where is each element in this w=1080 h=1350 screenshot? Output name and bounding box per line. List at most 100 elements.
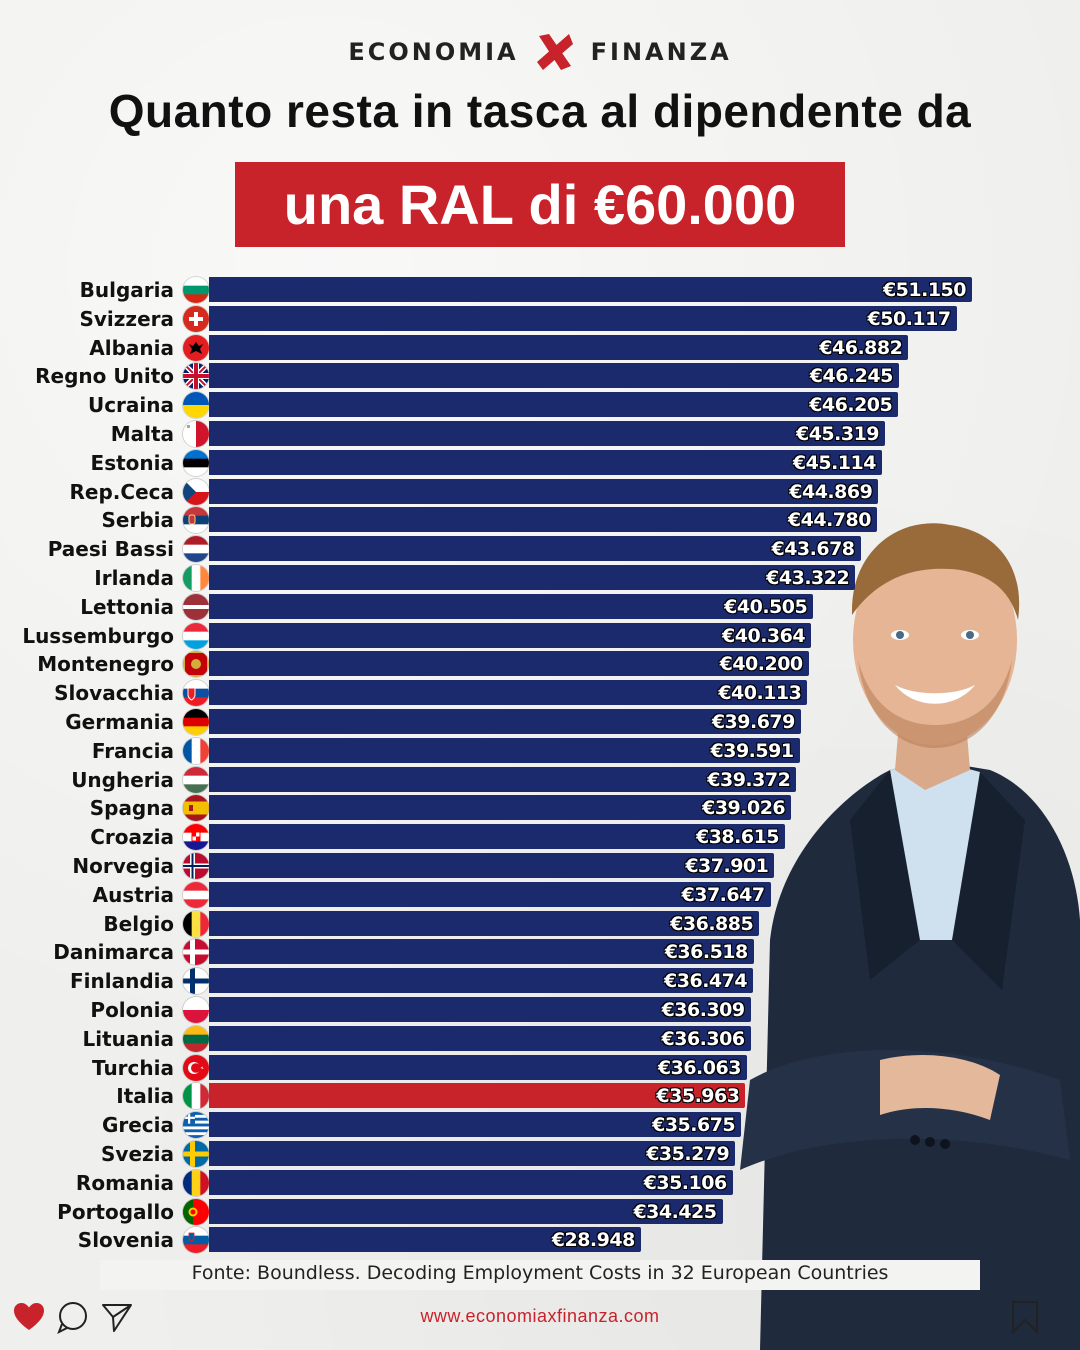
bar [209,997,751,1022]
country-label: Ucraina [87,393,174,418]
value-label: €43.678 [771,538,855,561]
highlight-banner: una RAL di €60.000 [235,162,845,247]
bar [209,622,812,648]
value-label: €36.306 [661,1027,746,1050]
country-label: Serbia [101,508,175,533]
value-label: €39.372 [707,768,791,791]
bar [209,939,754,965]
value-label: €46.245 [809,365,894,388]
country-label: Belgio [103,911,174,936]
country-label: Turchia [92,1055,174,1080]
value-label: €40.364 [722,624,806,647]
finland-flag-icon [183,968,209,995]
bar [209,680,808,706]
bar-row: Serbia €44.780 [0,506,1080,534]
bar-row: Estonia €45.114 [0,449,1080,477]
value-label: €37.647 [681,883,766,906]
bar [209,709,801,734]
brand-right: FINANZA [590,38,732,66]
value-label: €51.150 [882,279,967,301]
country-label: Paesi Bassi [47,537,174,562]
businessman-image [740,523,1080,1350]
country-label: Lettonia [80,594,174,619]
value-label: €36.309 [661,999,746,1021]
bar [209,853,775,878]
bar [209,737,800,763]
value-label: €40.113 [718,682,802,705]
country-label: Lussemburgo [22,623,174,648]
value-label: €46.205 [809,394,893,417]
bar [209,565,856,590]
value-label: €28.948 [551,1229,636,1252]
bar [209,478,879,504]
country-label: Rep.Ceca [69,479,174,504]
value-label: €50.117 [867,307,952,330]
country-label: Grecia [101,1113,174,1138]
value-label: €45.319 [795,423,880,445]
bar [209,881,771,907]
brand-logo: ECONOMIA FINANZA [0,30,1080,74]
bar [209,363,899,389]
albania-flag-icon [183,334,209,361]
value-label: €36.063 [657,1056,742,1079]
country-label: Polonia [90,998,174,1022]
bar [209,910,760,936]
bar-row: Italia €35.963 [0,1082,1080,1110]
country-label: Slovenia [77,1228,174,1253]
norway-flag-icon [183,853,209,879]
comment-icon[interactable] [56,1300,90,1335]
spain-flag-icon [183,795,209,822]
website-url[interactable]: www.economiaxfinanza.com [420,1306,660,1326]
bar-row: Croazia €38.615 [0,823,1080,851]
lithuania-flag-icon [183,1025,209,1052]
bar-row: Malta €45.319 [0,420,1080,448]
value-label: €39.026 [702,797,786,820]
bar [209,651,809,677]
bar-row: Svizzera €50.117 [0,305,1080,333]
bar [209,1054,747,1080]
share-icon[interactable] [100,1300,134,1334]
value-label: €36.474 [664,970,748,993]
bar [209,968,754,994]
heart-icon[interactable] [12,1300,46,1334]
bar [209,421,886,446]
bar-row: Germania €39.679 [0,708,1080,736]
country-label: Spagna [89,796,174,821]
value-label: €35.279 [646,1143,730,1165]
bar [209,766,797,792]
bookmark-icon[interactable] [1010,1300,1040,1334]
croatia-flag-icon [183,824,209,851]
highlight-bar [209,1083,746,1109]
value-label: €36.885 [670,912,754,935]
bar-row: Finlandia €36.474 [0,967,1080,995]
bar [209,536,861,562]
bar-row: Rep.Ceca €44.869 [0,478,1080,506]
country-label: Montenegro [37,652,174,677]
bar [209,449,882,475]
value-label: €45.114 [792,451,877,474]
value-label: €43.322 [766,567,850,589]
uk-flag-icon [183,363,209,390]
bar-row: Danimarca €36.518 [0,938,1080,966]
country-label: Lituania [82,1026,174,1051]
bar-row: Irlanda €43.322 [0,564,1080,592]
bar-row: Slovacchia €40.113 [0,679,1080,707]
bar [209,1169,733,1195]
bar-row: Bulgaria €51.150 [0,276,1080,304]
value-label: €35.675 [652,1114,736,1137]
page-title: Quanto resta in tasca al dipendente da [108,85,972,137]
bar-row: Austria €37.647 [0,881,1080,909]
bar [209,305,957,331]
country-label: Norvegia [72,854,174,878]
country-label: Svezia [101,1142,174,1166]
slovenia-flag-icon [183,1227,209,1254]
bar [209,795,792,821]
highlight-text: una RAL di €60.000 [283,173,797,236]
latvia-flag-icon [183,593,209,620]
bar-chart: Bulgaria €51.150 Svizzera €50.117 Albania €46… [0,276,1080,1266]
france-flag-icon [183,737,209,764]
source-note: Fonte: Boundless. Decoding Employment Co… [191,1262,889,1284]
greece-flag-icon [183,1112,209,1139]
bar-row: Belgio €36.885 [0,910,1080,938]
bar [209,593,814,619]
